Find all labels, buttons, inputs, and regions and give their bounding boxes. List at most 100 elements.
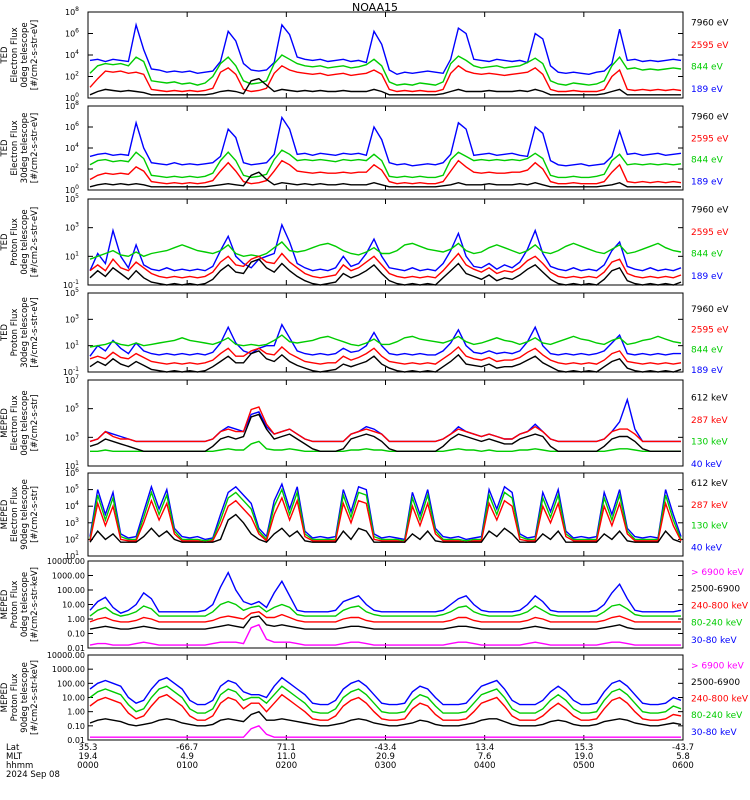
series-line-black	[89, 615, 681, 630]
series-line-black	[89, 77, 681, 96]
y-tick-label: 1000.00	[52, 572, 85, 581]
footer-mlt: 19.4	[79, 752, 98, 762]
series-line-black	[89, 258, 682, 286]
y-tick-label: 10.00	[62, 694, 85, 703]
footer-row-label: MLT	[6, 752, 23, 762]
page-title: NOAA15	[351, 1, 399, 14]
footer-mlt: 5.8	[676, 752, 690, 762]
footer-row-label: 2024 Sep 08	[6, 770, 60, 780]
y-tick-label: 100.00	[57, 586, 85, 595]
y-tick-label: 10.00	[62, 601, 85, 610]
y-tick-label: 0.10	[67, 630, 85, 639]
series-line-blue	[89, 115, 682, 167]
legend-entry: 844 eV	[691, 345, 724, 355]
footer-row-label: Lat	[6, 743, 20, 753]
y-tick-label: 105	[65, 287, 79, 298]
series-line-blue	[89, 322, 681, 357]
series-line-blue	[89, 570, 682, 614]
series-line-red	[89, 496, 682, 544]
y-axis-label: Electron Flux	[10, 395, 20, 450]
y-axis-label: [#/cm2-s-str-eV]	[30, 207, 40, 277]
y-tick-label: 1.00	[67, 708, 85, 717]
y-axis-label: 30deg telescope	[20, 297, 30, 368]
y-axis-label: Proton Flux	[10, 674, 20, 722]
y-axis-label: TED	[0, 233, 10, 252]
legend-entry: 240-800 keV	[691, 601, 749, 611]
y-axis-label: 30deg telescope	[20, 113, 30, 184]
y-tick-label: 101	[65, 460, 79, 471]
y-axis-label: MEPED	[0, 499, 10, 529]
y-tick-label: 100	[65, 184, 79, 195]
y-tick-label: 103	[65, 313, 79, 324]
y-axis-label: 0deg telescope	[20, 22, 30, 87]
legend-entry: 189 eV	[691, 272, 724, 282]
y-tick-label: 106	[65, 121, 79, 132]
series-line-magenta	[90, 724, 681, 738]
series-line-green	[89, 54, 682, 86]
legend-entry: 612 keV	[691, 394, 728, 404]
y-axis-label: [#/cm2-s-str-eV]	[30, 113, 40, 183]
y-axis-label: 90deg telescope	[20, 662, 30, 733]
y-tick-label: 103	[65, 431, 79, 442]
legend-entry: 7960 eV	[691, 112, 729, 122]
footer-mlt: 4.9	[180, 752, 194, 762]
legend-entry: 2595 eV	[691, 41, 729, 51]
y-axis-label: [#/cm2-s-str]	[30, 395, 40, 452]
legend-entry: 287 keV	[691, 416, 728, 426]
series-line-green	[89, 685, 682, 714]
series-line-black	[89, 171, 681, 188]
panel-frame	[87, 472, 684, 557]
series-line-red	[89, 693, 682, 721]
y-tick-label: 108	[65, 6, 79, 17]
y-tick-label: 104	[65, 500, 79, 511]
y-tick-label: 10000.00	[47, 651, 85, 660]
legend-entry: 189 eV	[691, 366, 724, 376]
series-line-green	[89, 241, 682, 260]
footer-lat: -66.7	[176, 743, 198, 753]
y-tick-label: 106	[65, 467, 79, 478]
legend-entry: 2595 eV	[691, 134, 729, 144]
y-axis-label: [#/cm2-s-str-keV]	[30, 660, 40, 735]
footer-hhmm: 0600	[672, 761, 694, 771]
legend-entry: 844 eV	[691, 250, 724, 260]
y-axis-label: TED	[0, 139, 10, 158]
y-axis-label: MEPED	[0, 589, 10, 619]
footer-hhmm: 0400	[474, 761, 496, 771]
series-line-green	[89, 487, 682, 542]
y-tick-label: 103	[65, 222, 79, 233]
legend-entry: 189 eV	[691, 85, 724, 95]
legend-entry: 130 keV	[691, 438, 728, 448]
y-tick-label: 102	[65, 71, 79, 82]
legend-entry: 130 keV	[691, 522, 728, 532]
y-axis-label: Proton Flux	[10, 309, 20, 357]
y-tick-label: 0.01	[67, 736, 85, 745]
footer-hhmm: 0300	[375, 761, 397, 771]
series-line-blue	[89, 676, 682, 706]
y-tick-label: 101	[65, 340, 79, 351]
series-line-black	[89, 350, 682, 373]
footer-lat: -43.7	[672, 743, 694, 753]
y-tick-label: 0.01	[67, 644, 85, 653]
series-line-black	[89, 413, 681, 452]
legend-entry: 7960 eV	[691, 305, 729, 315]
y-axis-label: 0deg telescope	[20, 572, 30, 637]
legend-entry: 30-80 keV	[691, 636, 737, 646]
y-axis-label: Proton Flux	[10, 218, 20, 266]
footer-lat: 35.3	[79, 743, 98, 753]
footer-mlt: 11.0	[277, 752, 296, 762]
y-tick-label: 108	[65, 100, 79, 111]
legend-entry: 40 keV	[691, 543, 723, 553]
footer-lat: 15.3	[574, 743, 593, 753]
y-tick-label: 106	[65, 28, 79, 39]
legend-entry: 80-240 keV	[691, 711, 743, 721]
y-tick-label: 103	[65, 517, 79, 528]
y-axis-label: Electron Flux	[10, 120, 20, 175]
y-axis-label: 90deg telescope	[20, 479, 30, 550]
y-axis-label: [#/cm2-s-str]	[30, 486, 40, 543]
y-tick-label: 10-1	[63, 279, 79, 290]
y-tick-label: 0.10	[67, 722, 85, 731]
series-line-red	[89, 346, 682, 365]
footer-hhmm: 0500	[573, 761, 595, 771]
y-tick-label: 107	[65, 374, 79, 385]
